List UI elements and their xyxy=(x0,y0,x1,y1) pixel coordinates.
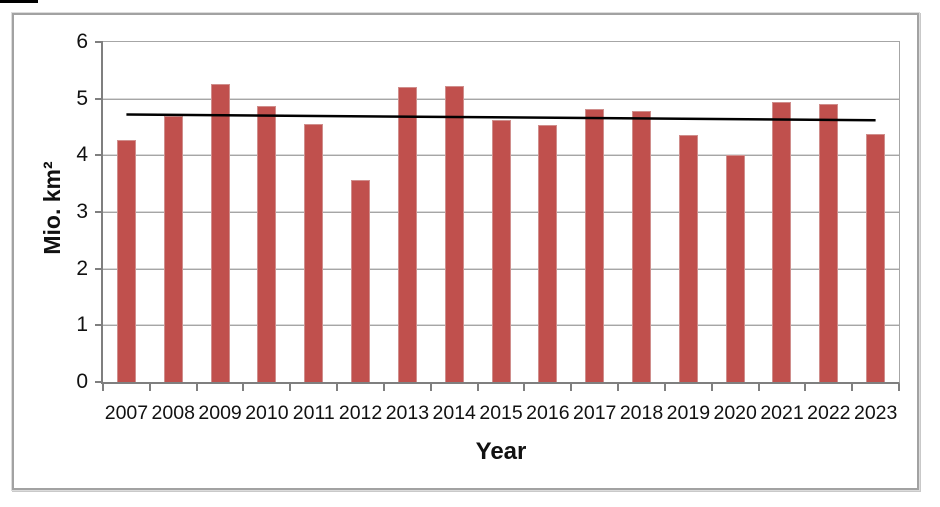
bar-2020 xyxy=(725,155,745,382)
bar-2010 xyxy=(257,106,277,382)
x-tick-mark-17 xyxy=(898,384,900,391)
x-tick-label-2011: 2011 xyxy=(292,402,335,424)
x-tick-mark-10 xyxy=(570,384,573,391)
bar-2019 xyxy=(678,134,698,382)
x-tick-label-2020: 2020 xyxy=(713,402,757,424)
x-tick-label-2012: 2012 xyxy=(338,402,383,424)
y-tick-mark-5 xyxy=(95,97,103,100)
gridline-5 xyxy=(103,98,899,100)
y-tick-mark-1 xyxy=(95,324,103,327)
bar-2011 xyxy=(304,123,324,382)
x-tick-mark-12 xyxy=(663,384,666,391)
x-tick-label-2007: 2007 xyxy=(104,402,149,424)
bar-2007 xyxy=(116,140,136,382)
x-tick-mark-4 xyxy=(289,384,292,391)
x-tick-mark-15 xyxy=(804,384,807,391)
x-tick-label-2017: 2017 xyxy=(573,402,617,424)
bar-2012 xyxy=(351,179,371,382)
bar-2017 xyxy=(585,108,605,382)
x-tick-mark-11 xyxy=(617,384,620,391)
bar-2015 xyxy=(491,120,511,382)
y-tick-label-2: 2 xyxy=(76,256,88,280)
x-tick-mark-14 xyxy=(757,384,760,391)
edge-artifact-line xyxy=(0,0,38,3)
bar-2013 xyxy=(397,86,417,382)
x-tick-mark-7 xyxy=(429,384,432,391)
y-tick-mark-4 xyxy=(95,154,103,157)
x-tick-label-2016: 2016 xyxy=(526,402,570,424)
y-tick-label-4: 4 xyxy=(76,143,88,167)
x-tick-label-2019: 2019 xyxy=(666,402,711,424)
x-tick-mark-3 xyxy=(242,384,245,391)
y-tick-label-1: 1 xyxy=(76,313,88,337)
bar-2014 xyxy=(444,86,464,382)
x-tick-mark-6 xyxy=(382,384,385,391)
bar-2023 xyxy=(866,133,886,382)
x-tick-mark-2 xyxy=(195,384,198,391)
x-tick-label-2013: 2013 xyxy=(385,402,430,424)
x-tick-mark-5 xyxy=(336,384,339,391)
trend-line xyxy=(126,113,876,122)
x-tick-mark-13 xyxy=(710,384,713,391)
x-tick-label-2023: 2023 xyxy=(853,402,898,424)
x-tick-mark-9 xyxy=(523,384,526,391)
bar-2022 xyxy=(819,104,839,382)
y-tick-mark-2 xyxy=(95,267,103,270)
x-tick-mark-8 xyxy=(476,384,479,391)
y-tick-mark-3 xyxy=(95,211,103,213)
bar-2021 xyxy=(772,101,792,382)
x-tick-label-2018: 2018 xyxy=(619,402,664,424)
x-tick-label-2014: 2014 xyxy=(432,402,476,424)
x-tick-mark-1 xyxy=(148,384,151,391)
y-tick-mark-0 xyxy=(95,381,103,383)
x-axis-tick-labels: 2007 2008 2009 2010 2011 2012 2013 2014 2015 2016… xyxy=(103,402,899,425)
x-tick-label-2021: 2021 xyxy=(760,402,804,424)
x-tick-label-2009: 2009 xyxy=(198,402,242,424)
x-tick-label-2022: 2022 xyxy=(807,402,851,424)
x-tick-label-2010: 2010 xyxy=(245,402,289,424)
x-tick-mark-16 xyxy=(851,384,854,391)
y-tick-label-3: 3 xyxy=(76,200,88,223)
x-tick-label-2015: 2015 xyxy=(479,402,523,424)
y-tick-label-0: 0 xyxy=(76,370,88,393)
bar-2018 xyxy=(631,111,651,382)
x-axis-title: Year xyxy=(475,438,527,465)
plot-area xyxy=(101,41,900,384)
y-tick-label-5: 5 xyxy=(76,86,88,110)
y-tick-mark-6 xyxy=(95,41,103,43)
x-tick-mark-0 xyxy=(102,384,104,391)
bar-2009 xyxy=(210,83,230,382)
x-tick-label-2008: 2008 xyxy=(151,402,195,424)
y-tick-label-6: 6 xyxy=(76,30,88,53)
bar-2016 xyxy=(538,125,558,382)
bar-2008 xyxy=(163,116,183,382)
